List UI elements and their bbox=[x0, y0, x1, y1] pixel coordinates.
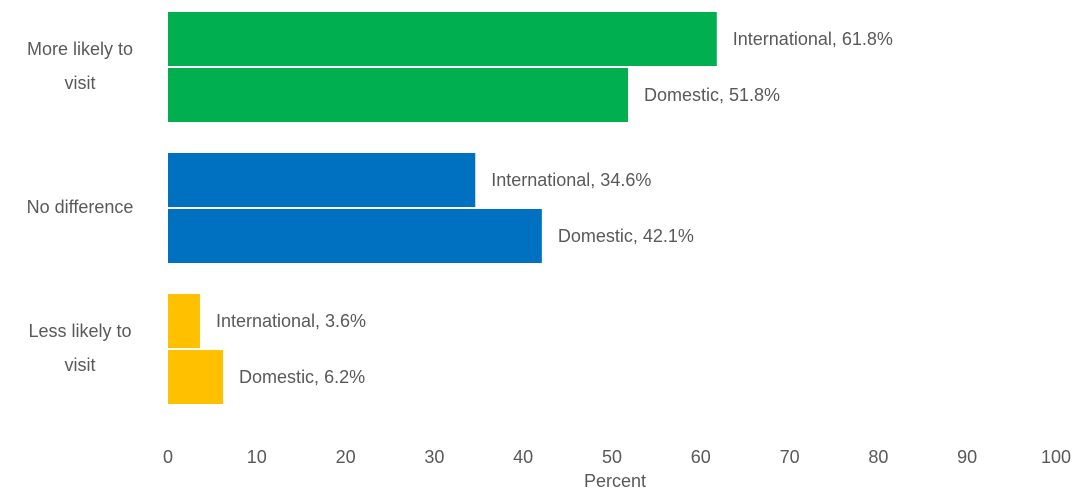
x-tick-label: 50 bbox=[602, 447, 622, 467]
x-tick-label: 100 bbox=[1041, 447, 1071, 467]
category-label-line: visit bbox=[65, 73, 96, 93]
data-label: International, 3.6% bbox=[216, 311, 366, 331]
x-tick-label: 40 bbox=[513, 447, 533, 467]
data-label: Domestic, 42.1% bbox=[558, 226, 694, 246]
x-tick-label: 10 bbox=[247, 447, 267, 467]
x-tick-label: 0 bbox=[163, 447, 173, 467]
x-tick-label: 70 bbox=[780, 447, 800, 467]
data-label: International, 61.8% bbox=[733, 29, 893, 49]
bar-international-2 bbox=[168, 294, 200, 348]
x-tick-label: 20 bbox=[336, 447, 356, 467]
bar-domestic-2 bbox=[168, 350, 224, 404]
bar-international-0 bbox=[168, 12, 717, 66]
data-label: Domestic, 51.8% bbox=[644, 85, 780, 105]
x-tick-label: 60 bbox=[691, 447, 711, 467]
category-label: Less likely to visit bbox=[28, 321, 131, 375]
x-tick-label: 30 bbox=[424, 447, 444, 467]
bar-domestic-1 bbox=[168, 209, 542, 263]
x-axis-title: Percent bbox=[584, 471, 646, 491]
bar-domestic-0 bbox=[168, 68, 628, 122]
category-label-line: No difference bbox=[27, 197, 134, 217]
data-label: International, 34.6% bbox=[491, 170, 651, 190]
data-label: Domestic, 6.2% bbox=[239, 367, 365, 387]
x-tick-label: 90 bbox=[957, 447, 977, 467]
x-tick-label: 80 bbox=[868, 447, 888, 467]
category-label-line: Less likely to bbox=[28, 321, 131, 341]
category-label-line: visit bbox=[65, 355, 96, 375]
category-label: No difference bbox=[27, 197, 134, 217]
category-label-line: More likely to bbox=[27, 39, 133, 59]
bar-international-1 bbox=[168, 153, 476, 207]
category-label: More likely to visit bbox=[27, 39, 133, 93]
